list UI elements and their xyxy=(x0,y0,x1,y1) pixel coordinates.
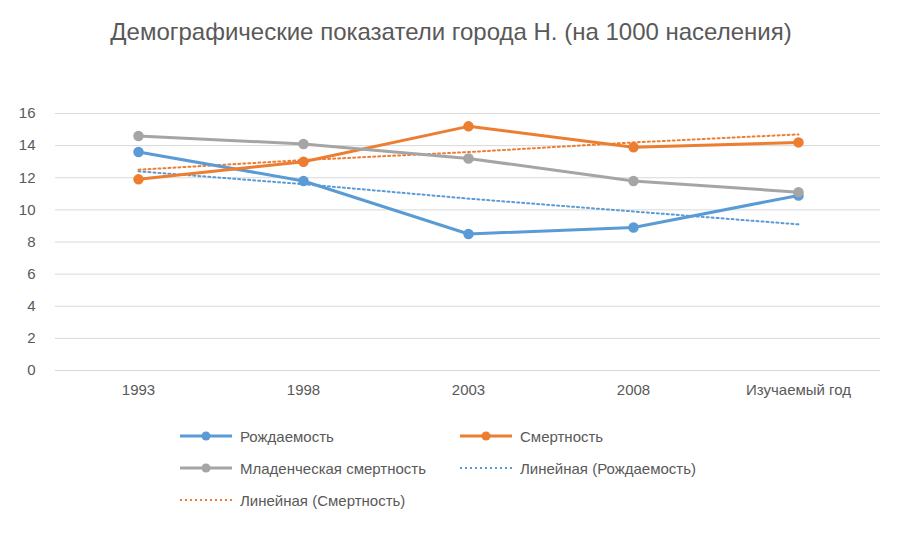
svg-text:8: 8 xyxy=(27,233,35,250)
svg-text:Изучаемый год: Изучаемый год xyxy=(746,381,851,398)
svg-text:1998: 1998 xyxy=(287,381,320,398)
svg-text:6: 6 xyxy=(27,265,35,282)
html-text:Рождаемость: Рождаемость xyxy=(240,427,334,445)
svg-text:2003: 2003 xyxy=(452,381,485,398)
svg-text:10: 10 xyxy=(19,201,36,218)
svg-text:2: 2 xyxy=(27,329,35,346)
html-text:Линейная (Рождаемость): Линейная (Рождаемость) xyxy=(520,459,696,477)
svg-text:12: 12 xyxy=(19,169,36,186)
svg-text:16: 16 xyxy=(19,104,36,121)
html-text:Демографические показатели гор: Демографические показатели города Н. (на… xyxy=(110,18,792,45)
svg-text:2008: 2008 xyxy=(617,381,650,398)
svg-text:1993: 1993 xyxy=(122,381,155,398)
svg-text:14: 14 xyxy=(19,136,36,153)
svg-text:4: 4 xyxy=(27,297,35,314)
html-text:Младенческая смертность: Младенческая смертность xyxy=(240,459,426,477)
html-text:Линейная (Смертность): Линейная (Смертность) xyxy=(240,491,406,509)
html-text:Смертность: Смертность xyxy=(520,427,604,445)
svg-text:0: 0 xyxy=(27,361,35,378)
